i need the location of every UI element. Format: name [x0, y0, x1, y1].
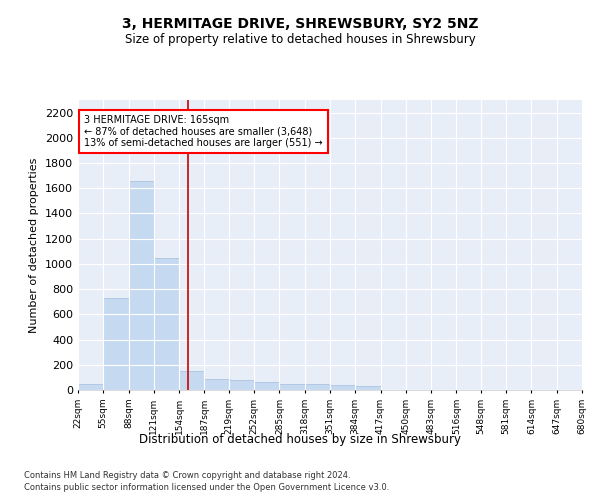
Text: Contains public sector information licensed under the Open Government Licence v3: Contains public sector information licen… [24, 484, 389, 492]
Bar [179, 371, 205, 390]
Bar [128, 180, 154, 390]
Bar [254, 382, 280, 390]
Bar [205, 378, 230, 390]
Bar [78, 384, 103, 390]
Text: 3 HERMITAGE DRIVE: 165sqm
← 87% of detached houses are smaller (3,648)
13% of se: 3 HERMITAGE DRIVE: 165sqm ← 87% of detac… [84, 115, 323, 148]
Bar [305, 384, 330, 390]
Bar [280, 384, 305, 390]
Y-axis label: Number of detached properties: Number of detached properties [29, 158, 40, 332]
Bar [330, 385, 355, 390]
Text: Distribution of detached houses by size in Shrewsbury: Distribution of detached houses by size … [139, 432, 461, 446]
Bar [154, 258, 179, 390]
Bar [355, 386, 380, 390]
Text: 3, HERMITAGE DRIVE, SHREWSBURY, SY2 5NZ: 3, HERMITAGE DRIVE, SHREWSBURY, SY2 5NZ [122, 18, 478, 32]
Text: Size of property relative to detached houses in Shrewsbury: Size of property relative to detached ho… [125, 32, 475, 46]
Bar [103, 298, 128, 390]
Text: Contains HM Land Registry data © Crown copyright and database right 2024.: Contains HM Land Registry data © Crown c… [24, 471, 350, 480]
Bar [229, 380, 254, 390]
